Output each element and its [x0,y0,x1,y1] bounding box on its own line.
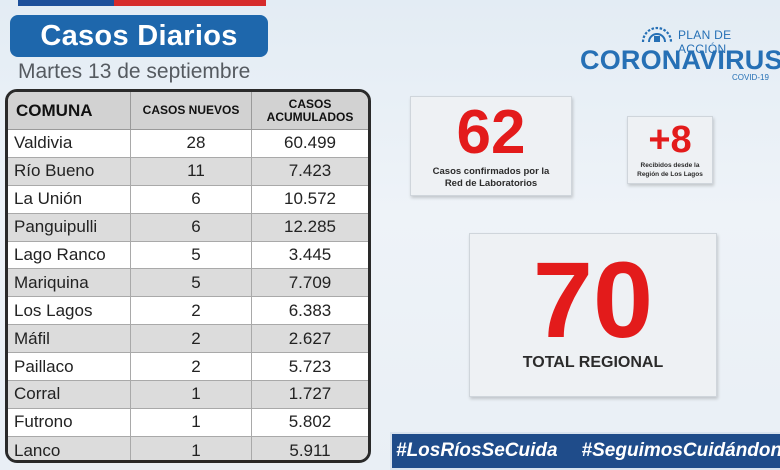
cell-casos-acumulados: 7.423 [288,161,332,181]
table-row: Mariquina 5 7.709 [8,269,368,298]
cell-casos-nuevos: 1 [131,436,252,460]
lab-cases-label: Casos confirmados por la Red de Laborato… [432,166,550,189]
header-comuna: COMUNA [8,92,131,129]
table-row: Corral 1 1.727 [8,381,368,409]
los-lagos-value: +8 [648,119,692,161]
table-row: Máfil 2 2.627 [8,325,368,354]
table-header: COMUNA CASOS NUEVOS CASOS ACUMULADOS [8,92,368,130]
covid-label: COVID-19 [732,73,769,82]
government-emblem-icon [641,26,673,43]
cell-casos-acumulados: 5.802 [288,412,332,432]
cell-casos-acumulados: 5.723 [288,356,332,376]
total-regional-value: 70 [532,239,654,360]
cell-casos-acumulados: 1.727 [288,384,332,404]
header-casos-acumulados: CASOS ACUMULADOS [266,96,354,124]
cell-casos-acumulados: 2.627 [288,328,332,348]
cell-comuna: Futrono [8,408,131,436]
total-regional-label: TOTAL REGIONAL [522,354,664,371]
cell-comuna: Mariquina [8,269,131,297]
plan-label: PLAN DE ACCIÓN [678,28,732,56]
cell-comuna: Valdivia [8,130,131,157]
date-label: Martes 13 de septiembre [18,60,251,83]
cell-casos-nuevos: 5 [131,269,252,297]
hashtag-seguimos: #SeguimosCuidándonos [581,440,780,461]
lab-cases-card: 62 Casos confirmados por la Red de Labor… [410,96,572,196]
cell-casos-nuevos: 1 [131,408,252,436]
cell-comuna: Los Lagos [8,297,131,325]
hashtag-los-rios: #LosRíosSeCuida [396,440,558,461]
cell-casos-nuevos: 1 [131,381,252,408]
table-row: Futrono 1 5.802 [8,408,368,437]
lab-cases-value: 62 [456,98,526,167]
cell-casos-acumulados: 7.709 [288,272,332,292]
hashtag-bar: #LosRíosSeCuida #SeguimosCuidándonos [390,432,780,470]
cell-comuna: Lago Ranco [8,241,131,269]
cell-comuna: La Unión [8,185,131,213]
header-casos-nuevos: CASOS NUEVOS [131,92,252,129]
cell-casos-acumulados: 3.445 [288,245,332,264]
cell-casos-nuevos: 2 [131,297,252,325]
los-lagos-label: Recibidos desde la Región de Los Lagos [637,162,703,178]
cell-casos-nuevos: 28 [131,130,252,157]
flag-red-segment [114,0,266,6]
cell-comuna: Paillaco [8,353,131,381]
cell-casos-nuevos: 2 [131,353,252,381]
cases-table: COMUNA CASOS NUEVOS CASOS ACUMULADOS Val… [5,89,371,463]
table-row: Paillaco 2 5.723 [8,353,368,382]
coronavirus-label: CORONAVIRUS [580,45,780,75]
table-row: Valdivia 28 60.499 [8,130,368,158]
cell-casos-acumulados: 10.572 [284,189,336,209]
cell-casos-acumulados: 6.383 [288,300,332,320]
cell-comuna: Lanco [8,436,131,460]
page-title: Casos Diarios [40,19,238,52]
los-lagos-card: +8 Recibidos desde la Región de Los Lago… [627,116,713,184]
cell-casos-acumulados: 12.285 [284,217,336,237]
cell-comuna: Río Bueno [8,157,131,185]
cell-casos-nuevos: 6 [131,213,252,241]
cell-comuna: Máfil [8,325,131,353]
cell-casos-nuevos: 2 [131,325,252,353]
cell-casos-nuevos: 11 [131,157,252,185]
table-body: Valdivia 28 60.499 Río Bueno 11 7.423 La Unión… [8,130,368,460]
table-row: Lanco 1 5.911 [8,436,368,460]
flag-strip [18,0,266,6]
cell-casos-acumulados: 60.499 [284,133,336,153]
cell-comuna: Corral [8,381,131,408]
cell-comuna: Panguipulli [8,213,131,241]
table-row: Lago Ranco 5 3.445 [8,241,368,270]
flag-blue-segment [18,0,114,6]
cell-casos-nuevos: 6 [131,185,252,213]
coronavirus-logo: PLAN DE ACCIÓN CORONAVIRUS COVID-19 [580,22,780,84]
table-row: Río Bueno 11 7.423 [8,157,368,186]
table-row: Los Lagos 2 6.383 [8,297,368,326]
total-regional-card: 70 TOTAL REGIONAL [469,233,717,397]
cell-casos-acumulados: 5.911 [289,440,331,460]
cell-casos-nuevos: 5 [131,241,252,269]
table-row: La Unión 6 10.572 [8,185,368,214]
table-row: Panguipulli 6 12.285 [8,213,368,242]
title-banner: Casos Diarios [10,15,268,57]
